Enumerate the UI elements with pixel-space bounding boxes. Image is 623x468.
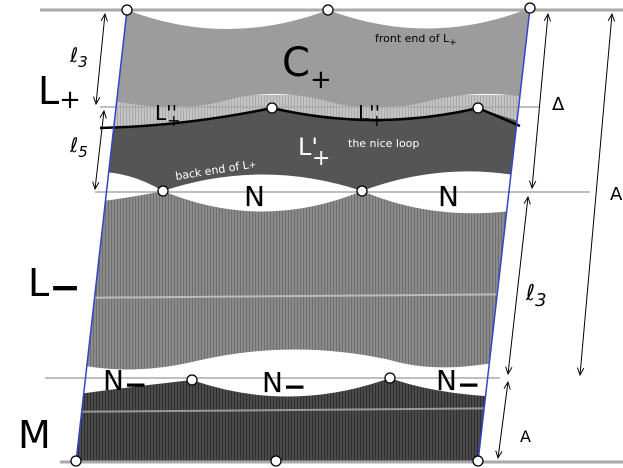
dimension-label: A [520, 427, 531, 446]
node [122, 5, 132, 15]
dimension-label: A [610, 184, 623, 205]
dim-arrow [532, 14, 548, 188]
l-minus-region [60, 191, 540, 370]
dim-arrow [580, 14, 612, 375]
dimension-label: ℓ3 [69, 43, 88, 71]
node [357, 186, 367, 196]
dim-arrow [96, 14, 105, 104]
dimension-label: ℓ3 [525, 281, 547, 311]
node [473, 103, 483, 113]
node [271, 456, 281, 466]
dimension-label: Δ [552, 94, 565, 115]
region-label: N [438, 180, 459, 213]
note: the nice loop [348, 137, 419, 150]
node [473, 456, 483, 466]
node [385, 373, 395, 383]
dim-arrow [95, 111, 104, 189]
node [267, 103, 277, 113]
node [525, 3, 535, 13]
region-label: L− [28, 261, 81, 309]
diagram: C+ L+ L''+ L''+ L'+ N N L− N− N− N− M fr… [0, 0, 623, 468]
region-label: M [18, 413, 51, 457]
region-label: L+ [38, 69, 81, 115]
dim-arrow [508, 197, 528, 374]
region-label: N [244, 180, 265, 213]
node [187, 375, 197, 385]
node [158, 186, 168, 196]
node [323, 5, 333, 15]
dimension-label: ℓ5 [69, 133, 88, 161]
dim-arrow [498, 382, 508, 458]
region-label: N− [103, 364, 147, 401]
region-label: N− [436, 364, 480, 401]
region-label: N− [262, 366, 306, 403]
node [71, 456, 81, 466]
